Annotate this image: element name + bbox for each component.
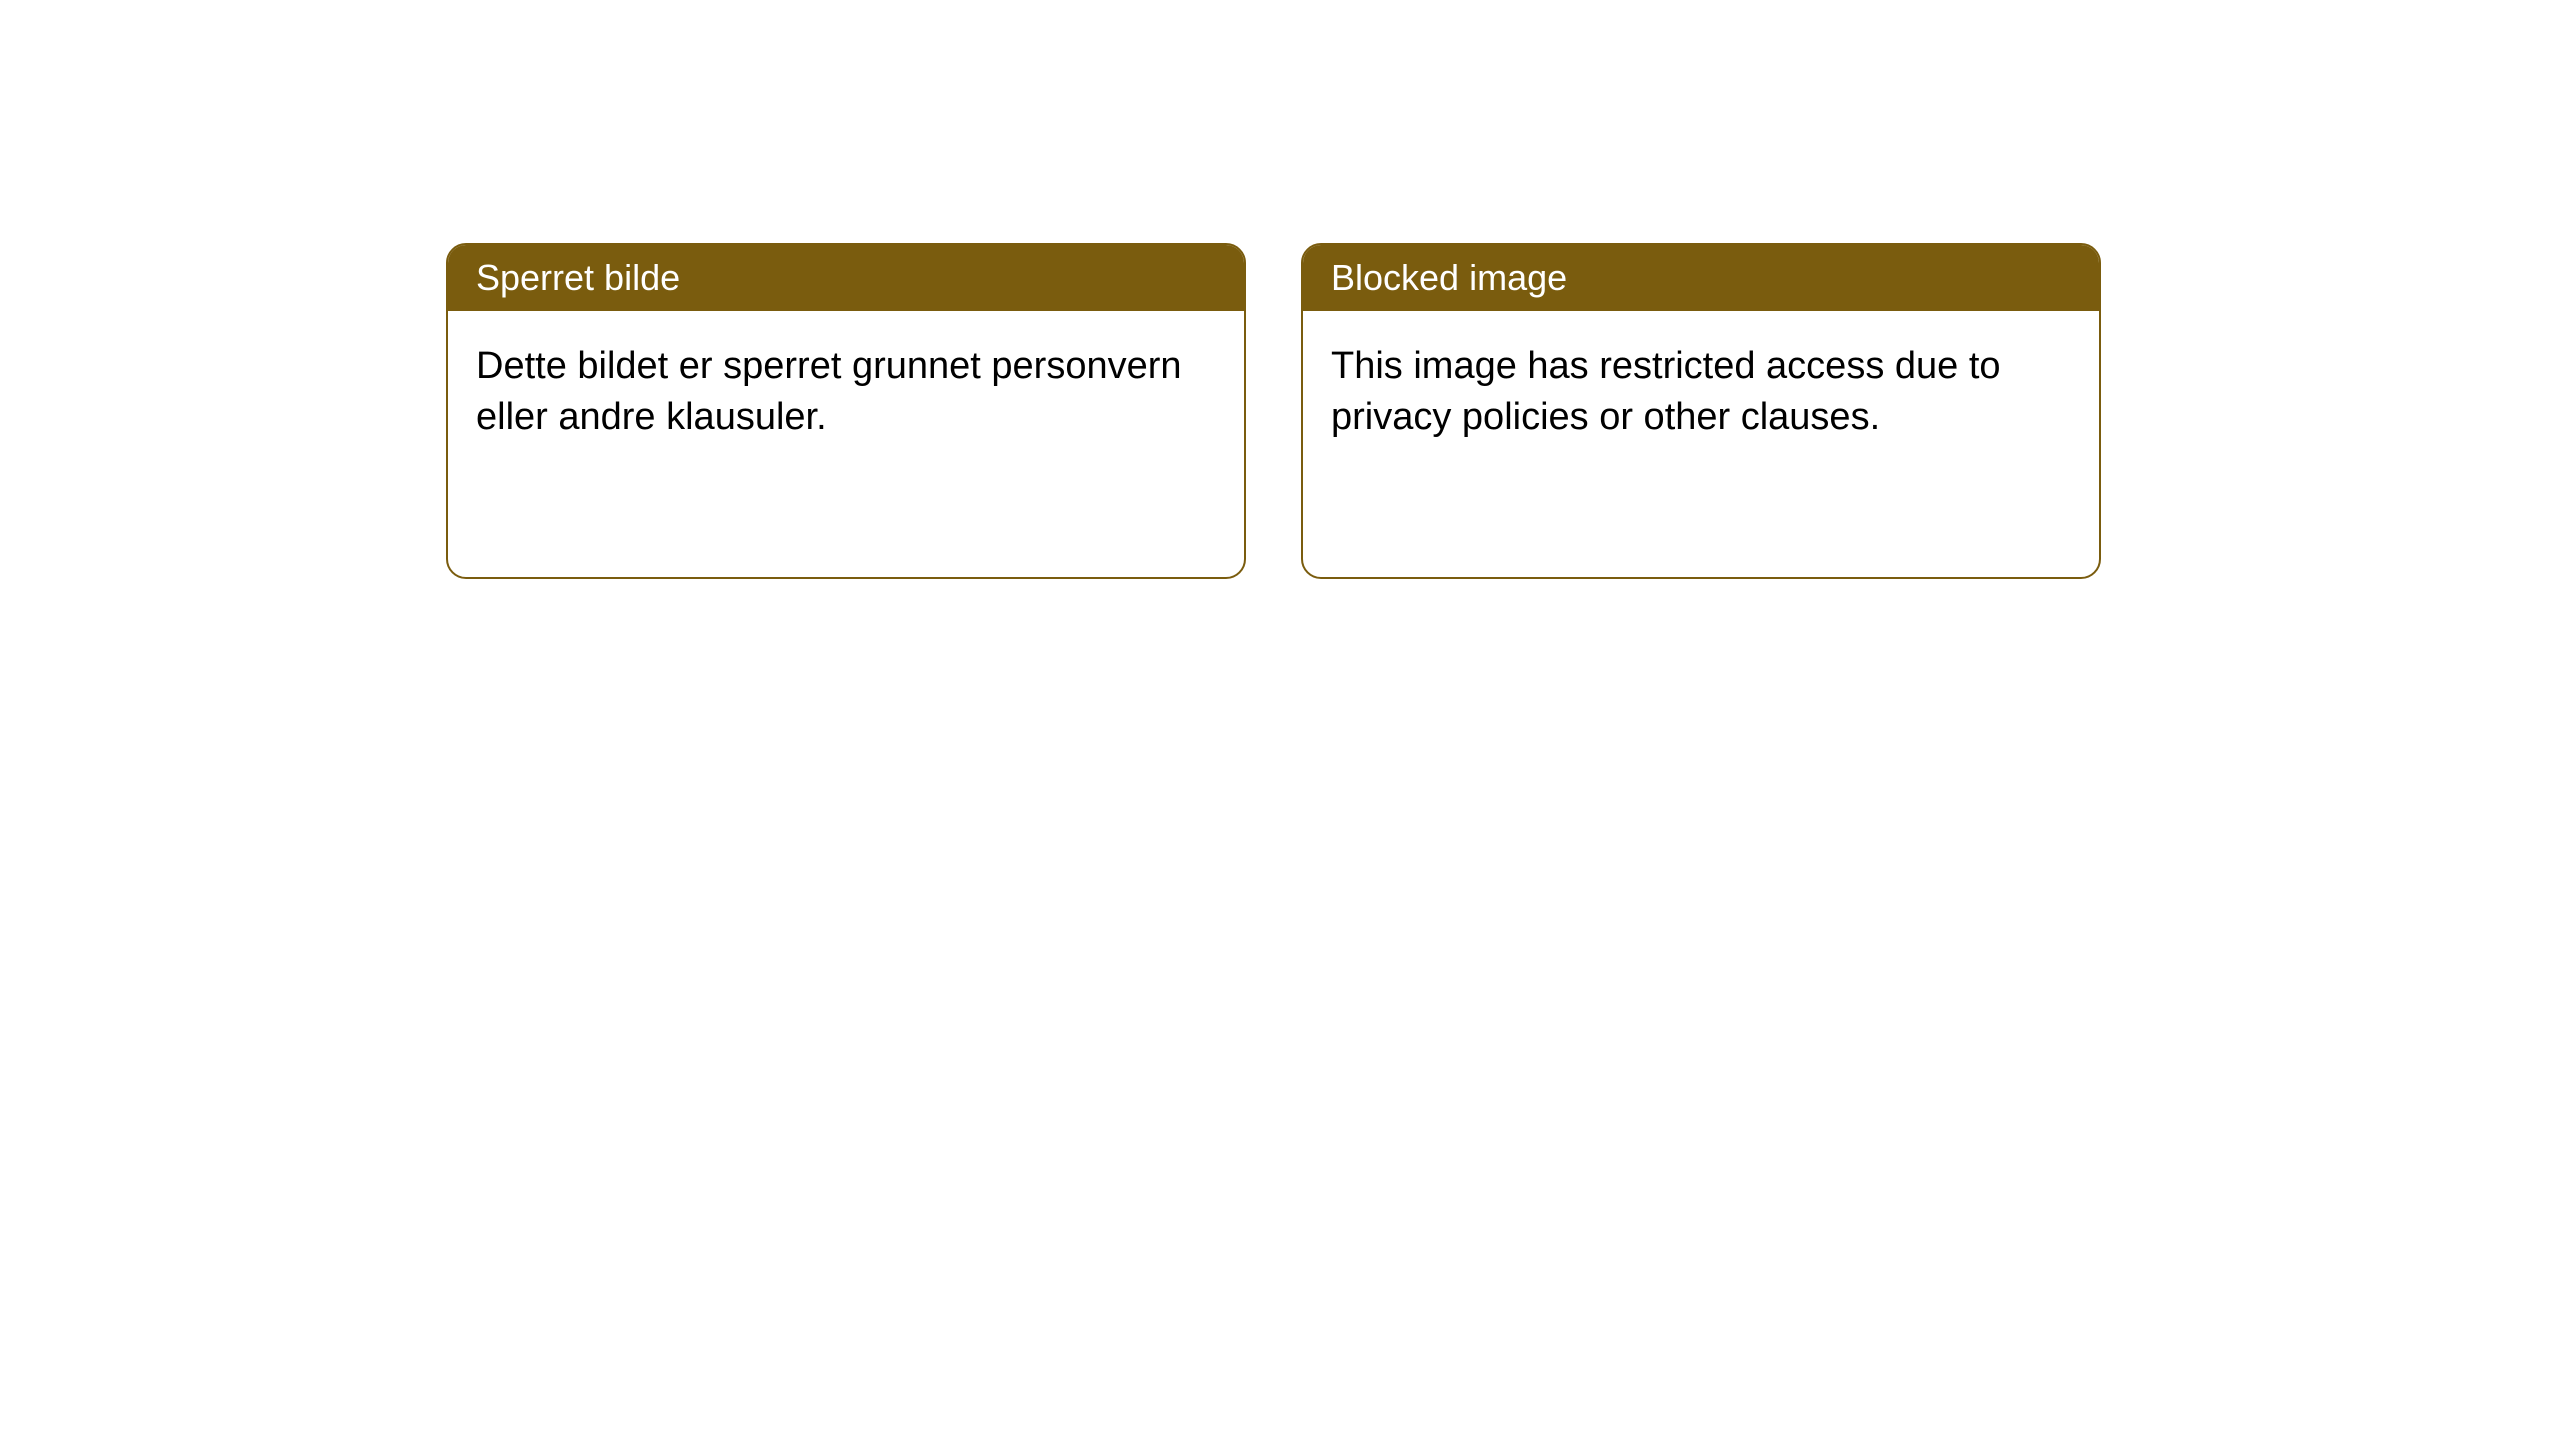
notice-body: This image has restricted access due to … [1303,311,2099,474]
notice-card-norwegian: Sperret bilde Dette bildet er sperret gr… [446,243,1246,579]
notice-header: Sperret bilde [448,245,1244,311]
notice-header: Blocked image [1303,245,2099,311]
notice-container: Sperret bilde Dette bildet er sperret gr… [446,243,2101,579]
notice-card-english: Blocked image This image has restricted … [1301,243,2101,579]
notice-body: Dette bildet er sperret grunnet personve… [448,311,1244,474]
